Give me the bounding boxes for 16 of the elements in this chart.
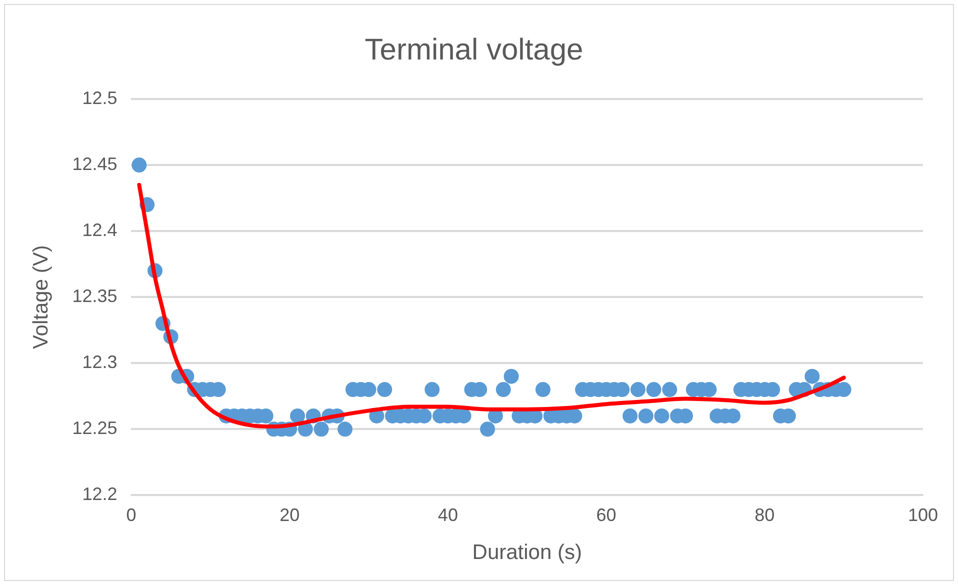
y-tick-label: 12.5 (82, 88, 118, 108)
x-tick-label: 40 (438, 504, 458, 525)
y-tick-label: 12.45 (72, 154, 118, 174)
chart-title: Terminal voltage (364, 33, 584, 66)
y-tick-label: 12.25 (72, 418, 118, 438)
x-tick-label: 60 (596, 504, 616, 525)
y-tick-label: 12.35 (72, 286, 118, 306)
x-tick-label: 100 (908, 504, 938, 525)
y-tick-label: 12.4 (82, 220, 118, 240)
x-tick-label: 20 (280, 504, 300, 525)
x-tick-label: 80 (754, 504, 775, 525)
x-axis-title: Duration (s) (472, 541, 582, 564)
y-tick-label: 12.2 (82, 484, 118, 504)
y-axis-title: Voltage (V) (29, 245, 52, 350)
y-tick-label: 12.3 (82, 352, 118, 372)
x-tick-label: 0 (126, 504, 136, 525)
